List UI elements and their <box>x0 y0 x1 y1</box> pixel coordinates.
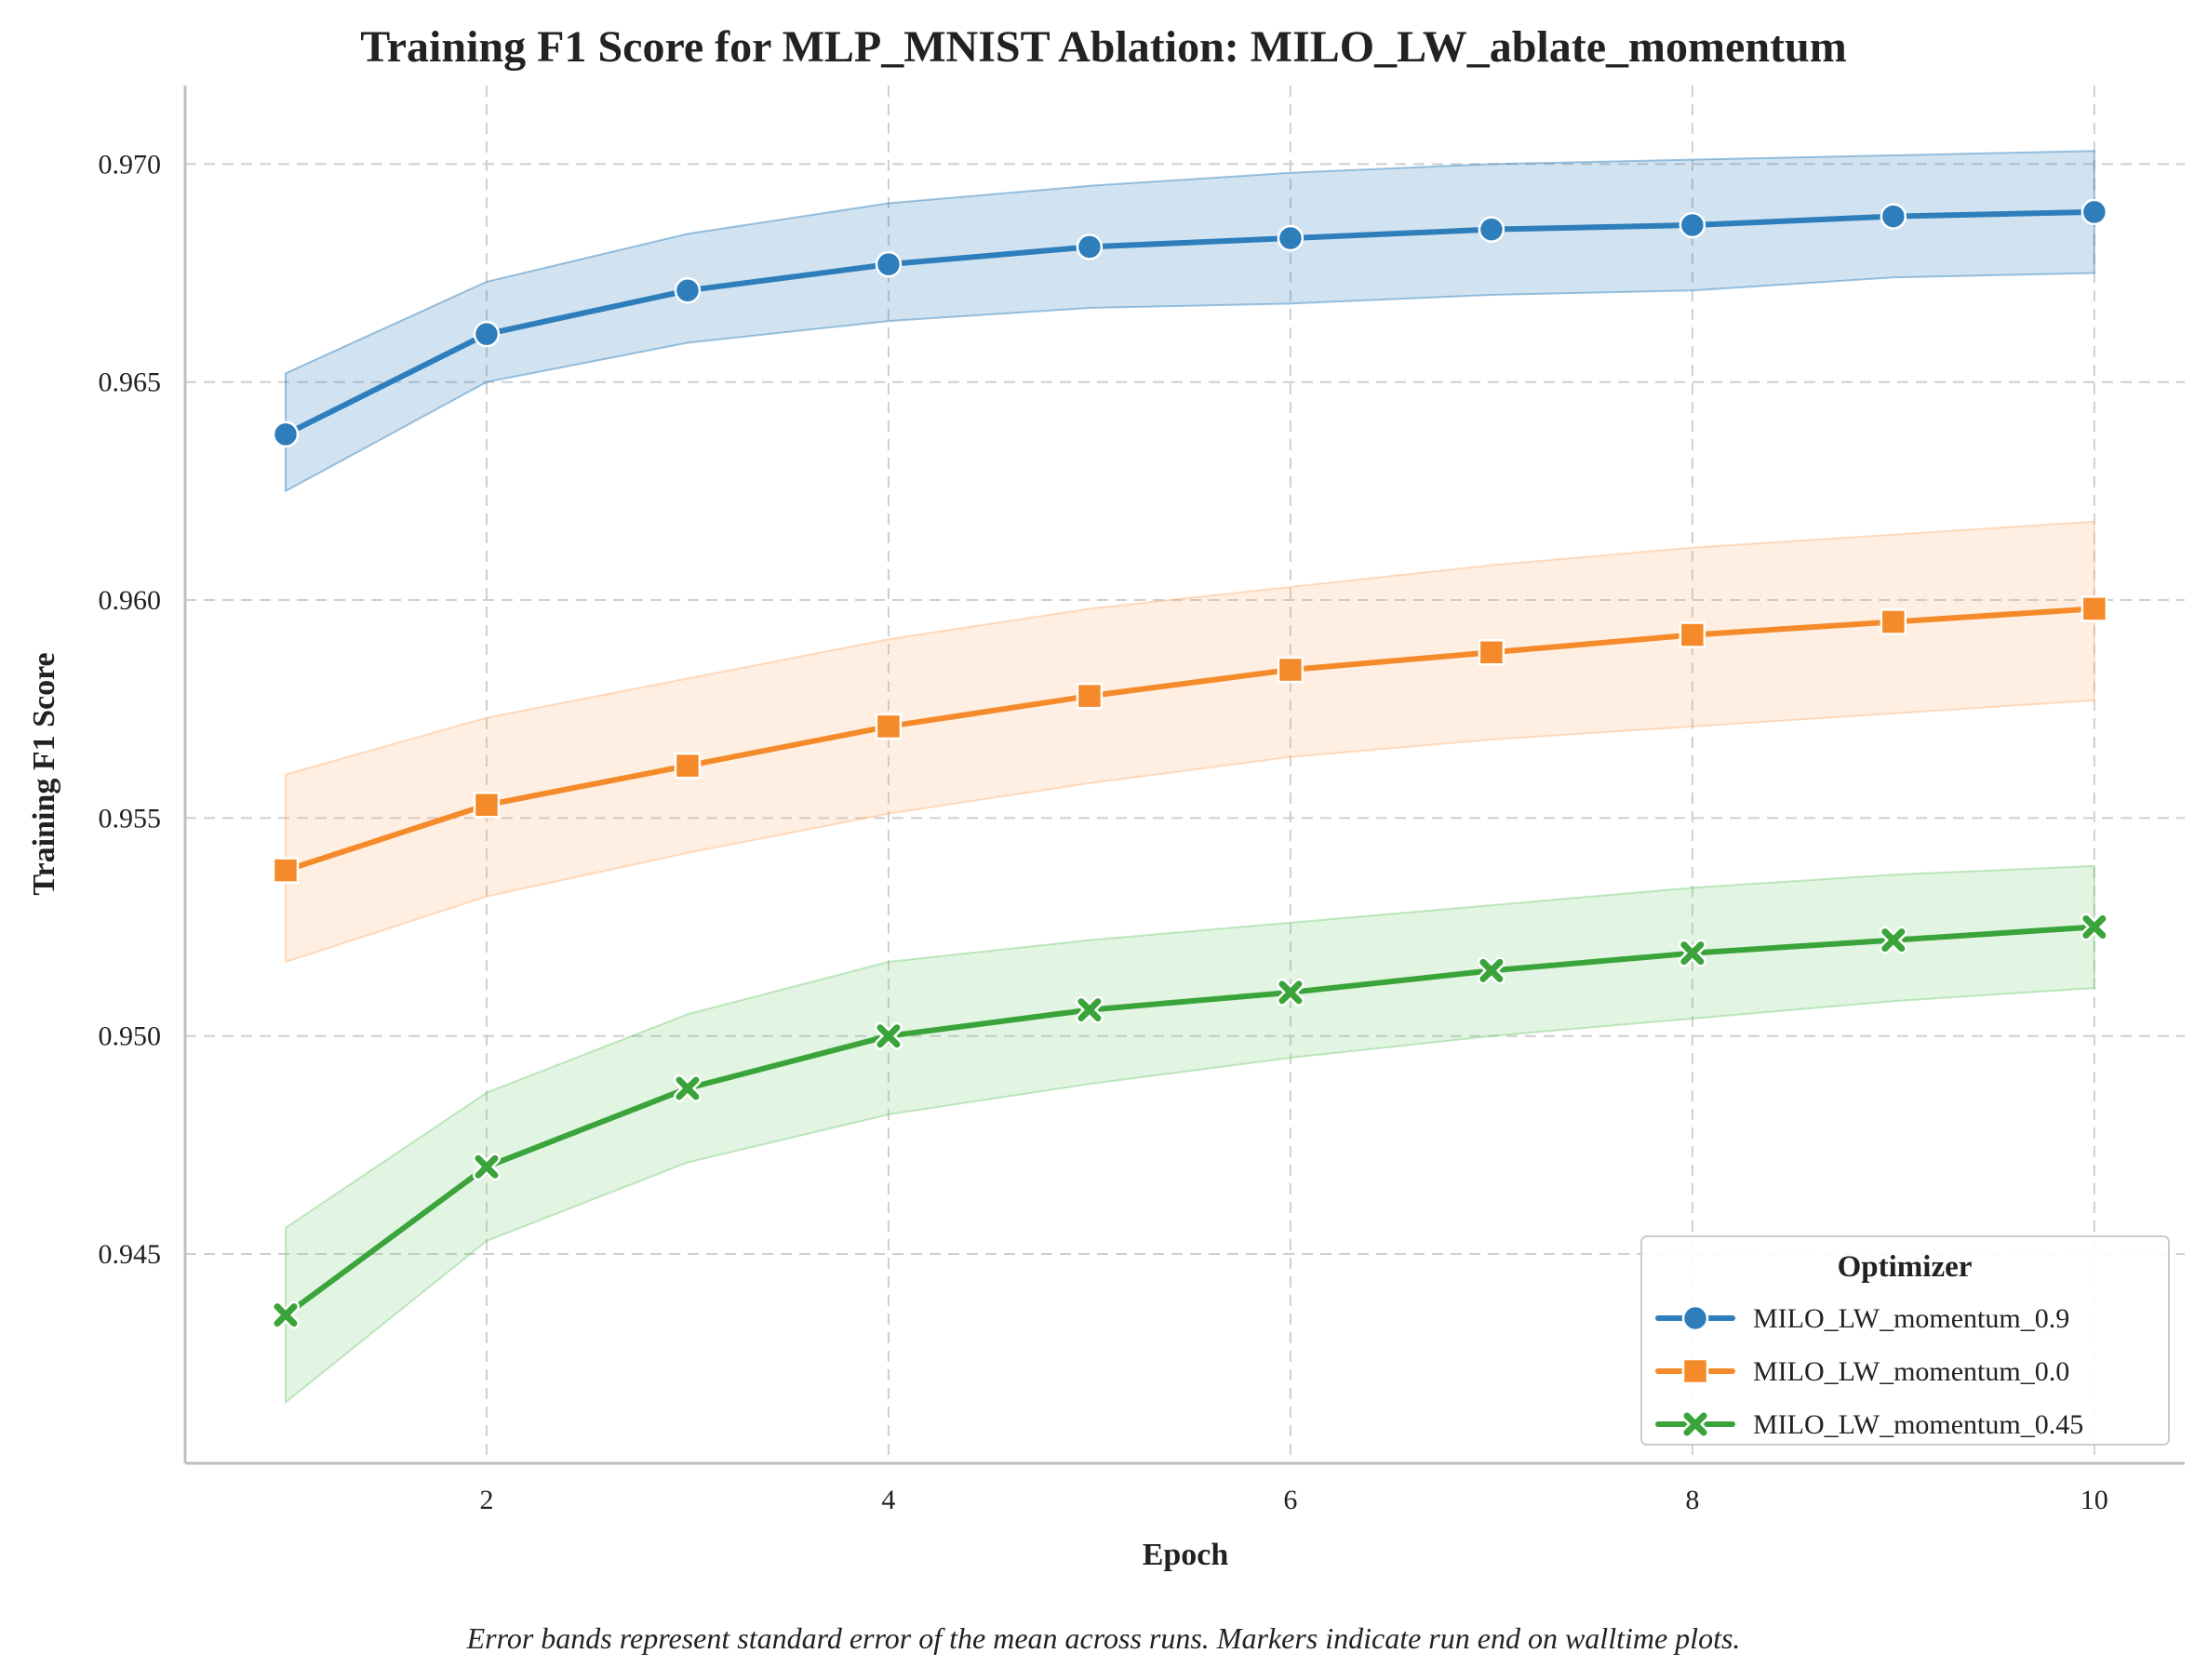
legend-marker <box>1681 1410 1709 1438</box>
data-point-marker <box>673 1073 702 1102</box>
error-band-2 <box>284 520 2095 964</box>
y-tick-label: 0.960 <box>99 585 162 616</box>
y-tick-label: 0.945 <box>99 1239 162 1270</box>
legend-entries: MILO_LW_momentum_0.9 MILO_LW_momentum_0.0… <box>1655 1303 2083 1440</box>
data-point-marker <box>472 1153 501 1181</box>
data-point-marker <box>1277 656 1305 684</box>
legend-title: Optimizer <box>1838 1250 1973 1284</box>
legend-label: MILO_LW_momentum_0.45 <box>1753 1409 2083 1440</box>
data-point-marker <box>1478 216 1505 243</box>
legend-marker <box>1681 1357 1709 1385</box>
legend: Optimizer MILO_LW_momentum_0.9MILO_LW_mo… <box>1640 1235 2170 1446</box>
data-point-marker <box>1477 956 1505 985</box>
chart-caption: Error bands represent standard error of … <box>466 1621 1741 1655</box>
data-point-marker <box>272 420 300 448</box>
data-point-marker <box>1679 211 1706 239</box>
legend-entry: MILO_LW_momentum_0.9 <box>1655 1303 2069 1334</box>
legend-box <box>1640 1235 2170 1446</box>
x-tick-label: 10 <box>2081 1485 2108 1515</box>
data-point-marker <box>874 1021 903 1050</box>
error-band-1 <box>284 150 2095 493</box>
data-point-marker <box>272 857 300 884</box>
data-point-marker <box>674 752 702 780</box>
data-point-marker <box>271 1300 300 1329</box>
chart-title: Training F1 Score for MLP_MNIST Ablation… <box>360 22 1846 72</box>
y-tick-label: 0.970 <box>99 149 162 180</box>
x-tick-label: 8 <box>1685 1485 1699 1515</box>
data-point-marker <box>875 250 903 278</box>
data-point-marker <box>1478 639 1505 666</box>
y-tick-label: 0.955 <box>99 803 162 833</box>
y-tick-label: 0.965 <box>99 367 162 398</box>
data-point-marker <box>1679 621 1706 648</box>
y-tick-label: 0.950 <box>99 1021 162 1052</box>
data-point-marker <box>1879 926 1907 954</box>
data-point-marker <box>1276 978 1305 1007</box>
data-point-marker <box>2080 913 2108 941</box>
data-point-marker <box>1277 224 1305 252</box>
data-point-marker <box>473 792 501 819</box>
data-point-marker <box>1880 608 1907 635</box>
x-tick-labels: 2 4 6 8 10 <box>479 1485 2108 1515</box>
error-bands <box>284 150 2095 1405</box>
data-point-marker <box>2081 595 2108 622</box>
series-lines <box>282 208 2097 1318</box>
data-point-marker <box>1880 203 1907 230</box>
x-axis-label: Epoch <box>1143 1538 1229 1572</box>
x-tick-label: 4 <box>881 1485 895 1515</box>
data-point-marker <box>674 277 702 304</box>
legend-marker <box>1681 1304 1709 1332</box>
series-line-2 <box>282 606 2097 873</box>
error-band-3 <box>284 864 2095 1405</box>
data-point-marker <box>1678 939 1706 967</box>
data-point-marker <box>875 713 903 740</box>
legend-label: MILO_LW_momentum_0.9 <box>1753 1303 2069 1334</box>
legend-label: MILO_LW_momentum_0.0 <box>1753 1356 2069 1387</box>
legend-entry: MILO_LW_momentum_0.45 <box>1655 1409 2083 1440</box>
series-line-1 <box>282 208 2097 437</box>
data-point-marker <box>473 320 501 348</box>
data-point-marker <box>2081 198 2108 226</box>
legend-entry: MILO_LW_momentum_0.0 <box>1655 1356 2069 1387</box>
x-tick-label: 6 <box>1283 1485 1297 1515</box>
data-point-marker <box>1076 682 1104 710</box>
data-point-marker <box>1075 995 1104 1024</box>
data-point-marker <box>1076 233 1104 260</box>
y-axis-label: Training F1 Score <box>27 652 61 895</box>
series-line-3 <box>282 924 2097 1318</box>
y-tick-labels: 0.945 0.950 0.955 0.960 0.965 0.970 <box>99 149 162 1270</box>
x-tick-label: 2 <box>479 1485 493 1515</box>
series-markers <box>271 198 2108 1329</box>
